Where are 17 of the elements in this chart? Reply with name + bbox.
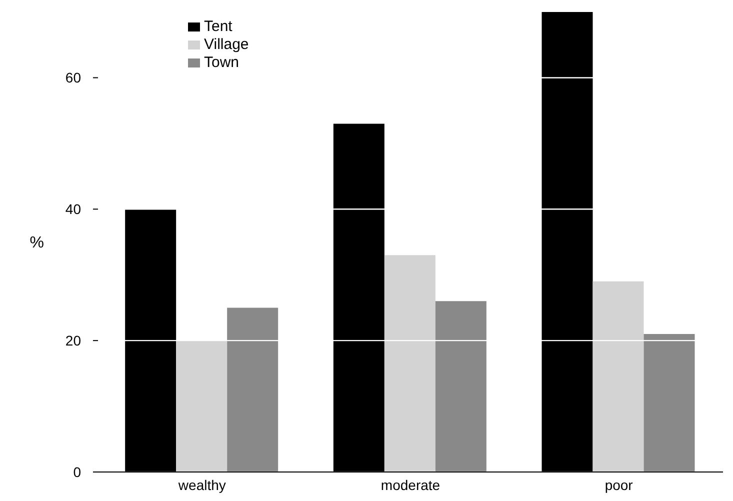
y-tick-label: 20 [65, 332, 82, 349]
y-tick-label: 60 [65, 70, 82, 86]
x-tick-label: poor [604, 476, 634, 493]
bar [227, 308, 278, 472]
y-tick-label: 0 [73, 464, 82, 480]
bar [644, 334, 695, 472]
bar [384, 255, 436, 472]
legend-label: Tent [204, 18, 232, 35]
y-axis-title: % [30, 234, 44, 252]
x-tick-label: moderate [380, 476, 440, 493]
x-tick-label: wealthy [177, 476, 226, 493]
bar [176, 340, 228, 472]
y-tick-label: 40 [65, 201, 82, 218]
legend-label: Town [204, 54, 240, 71]
bar [435, 301, 486, 472]
bar [592, 281, 644, 472]
legend-label: Village [204, 36, 249, 53]
